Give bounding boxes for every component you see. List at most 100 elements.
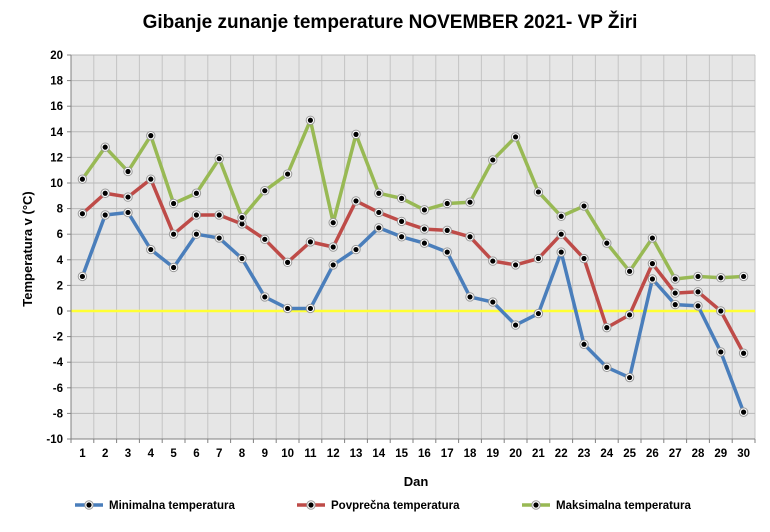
y-tick-label: -2 (53, 332, 63, 344)
x-tick-label: 8 (239, 448, 246, 460)
data-point-s3 (465, 197, 475, 207)
data-point-s2 (693, 287, 703, 297)
data-point-s1 (556, 247, 566, 257)
data-point-s2 (351, 196, 361, 206)
data-point-s3 (123, 166, 133, 177)
data-point-s1 (442, 247, 452, 257)
x-tick-label: 30 (737, 448, 750, 460)
data-point-s3 (533, 187, 544, 197)
data-point-s1 (419, 238, 430, 248)
legend-item-2: Povprečna temperatura (297, 500, 460, 512)
data-point-s3 (191, 188, 202, 198)
series-line-1 (80, 210, 746, 414)
data-point-s2 (533, 253, 544, 264)
x-tick-label: 10 (281, 448, 294, 460)
data-point-s1 (305, 303, 316, 314)
x-tick-label: 3 (125, 448, 131, 460)
data-point-s3 (100, 142, 110, 152)
data-point-s3 (602, 238, 612, 248)
data-point-s2 (237, 219, 247, 229)
chart-title: Gibanje zunanje temperature NOVEMBER 202… (143, 11, 638, 33)
data-point-s1 (465, 292, 475, 302)
x-tick-label: 18 (464, 448, 477, 460)
data-point-s1 (123, 207, 133, 218)
data-point-s2 (602, 322, 612, 333)
data-point-s3 (237, 212, 247, 223)
data-point-s3 (328, 217, 338, 228)
data-point-s2 (579, 253, 589, 264)
data-point-s1 (624, 372, 635, 383)
x-tick-label: 23 (578, 448, 591, 460)
x-tick-label: 28 (692, 448, 705, 460)
y-tick-label: 10 (50, 178, 63, 190)
x-axis-title: Dan (404, 474, 429, 489)
y-tick-label: -10 (46, 434, 63, 446)
data-point-s2 (168, 229, 179, 239)
x-tick-label: 15 (395, 448, 408, 460)
data-point-s3 (738, 271, 749, 282)
data-point-s3 (419, 205, 430, 215)
data-point-s1 (146, 244, 156, 255)
data-point-s1 (214, 233, 224, 243)
data-point-s2 (374, 207, 384, 218)
data-point-s2 (396, 216, 407, 227)
data-point-s2 (260, 234, 270, 245)
data-point-s2 (556, 229, 566, 239)
x-tick-label: 14 (372, 448, 385, 460)
y-axis-title: Temperatura v (°C) (20, 191, 35, 306)
data-point-s2 (214, 210, 224, 220)
data-point-s2 (328, 242, 338, 252)
data-point-s1 (396, 232, 407, 242)
data-point-s1 (168, 262, 179, 273)
x-tick-label: 1 (79, 448, 86, 460)
data-point-s3 (670, 274, 680, 284)
data-point-s1 (77, 271, 88, 282)
data-point-s3 (351, 129, 361, 140)
data-point-s1 (670, 299, 680, 310)
x-tick-label: 13 (350, 448, 363, 460)
data-point-s1 (374, 223, 384, 233)
data-point-s3 (374, 188, 384, 198)
y-tick-label: 6 (57, 229, 63, 241)
data-point-s3 (693, 271, 703, 282)
data-point-s3 (556, 211, 566, 221)
x-tick-label: 2 (102, 448, 108, 460)
data-point-s3 (510, 132, 521, 142)
x-tick-label: 25 (623, 448, 636, 460)
y-tick-label: 16 (50, 101, 63, 113)
legend-item-1: Minimalna temperatura (75, 500, 235, 512)
data-point-s3 (77, 174, 88, 184)
data-point-s3 (716, 273, 726, 283)
y-tick-label: -6 (53, 383, 63, 395)
data-point-s1 (716, 347, 726, 357)
x-tick-label: 5 (170, 448, 177, 460)
x-tick-label: 17 (441, 448, 454, 460)
data-point-s1 (100, 210, 110, 220)
data-point-s3 (442, 198, 452, 209)
data-point-s2 (465, 232, 475, 242)
x-tick-label: 4 (148, 448, 155, 460)
legend: Minimalna temperatura Povprečna temperatu… (75, 500, 691, 512)
data-point-s1 (693, 301, 703, 311)
y-tick-label: 14 (50, 127, 63, 139)
data-point-s1 (260, 292, 270, 302)
x-tick-label: 19 (486, 448, 499, 460)
data-point-s1 (191, 229, 202, 239)
data-point-s1 (510, 320, 521, 330)
legend-label: Maksimalna temperatura (556, 500, 691, 512)
legend-item-3: Maksimalna temperatura (522, 500, 691, 512)
data-point-s2 (146, 174, 156, 184)
data-point-s2 (100, 188, 110, 198)
x-tick-label: 11 (304, 448, 317, 460)
data-point-s2 (647, 258, 658, 269)
x-tick-label: 29 (714, 448, 727, 460)
y-tick-label: 2 (57, 280, 63, 292)
data-point-s3 (305, 115, 316, 125)
data-point-s2 (670, 288, 680, 298)
data-point-s1 (282, 303, 293, 314)
data-point-s1 (488, 297, 498, 307)
data-point-s2 (716, 306, 726, 316)
x-tick-label: 7 (216, 448, 222, 460)
data-point-s2 (738, 348, 749, 358)
